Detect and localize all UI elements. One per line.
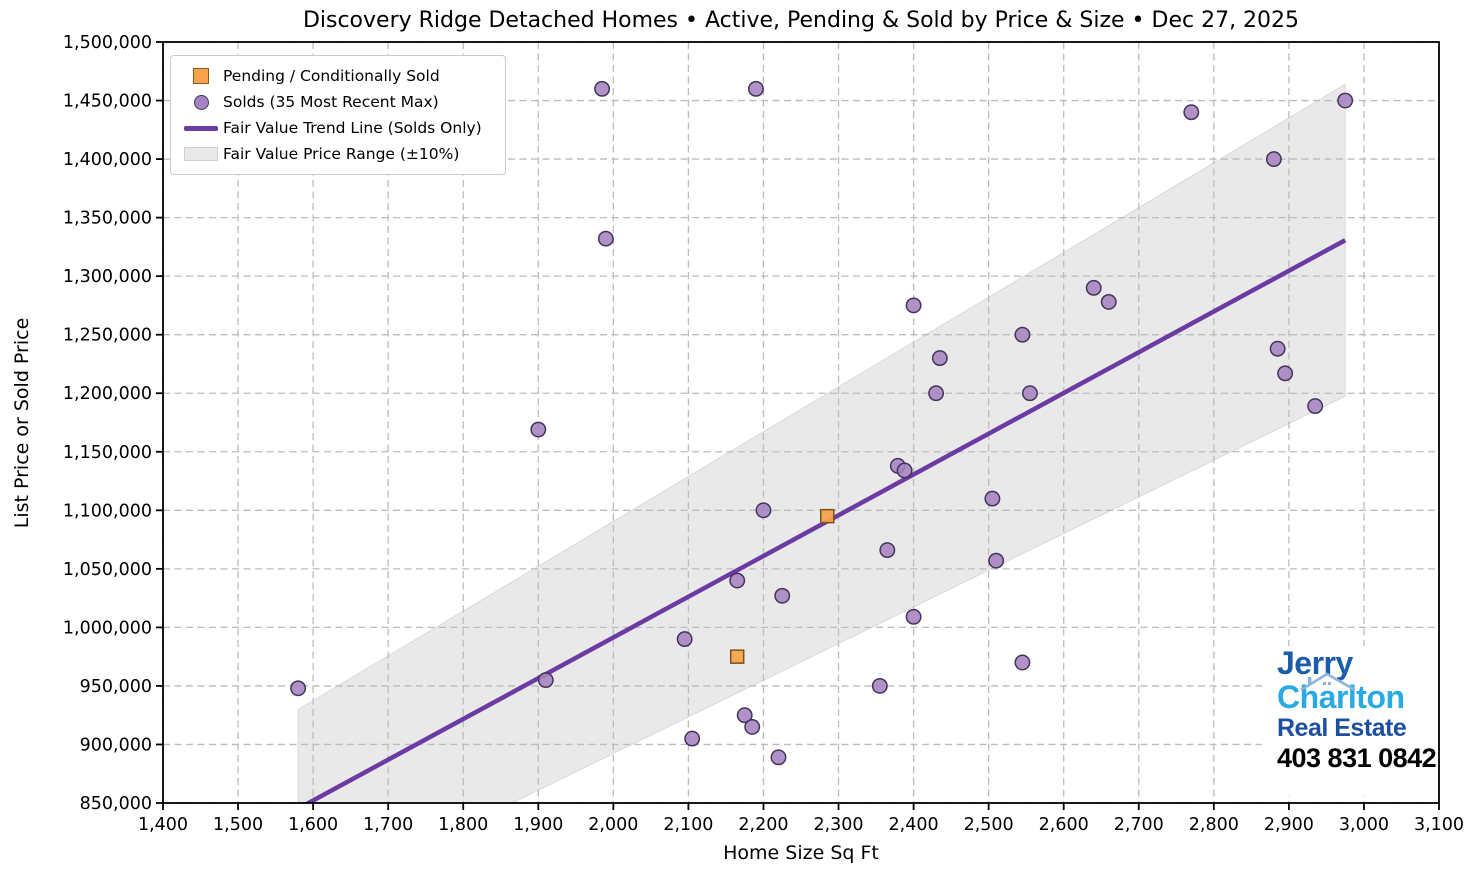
trend-swatch-icon [184, 125, 218, 131]
sold-point [530, 421, 547, 438]
sold-point [676, 631, 693, 648]
x-axis-label: Home Size Sq Ft [723, 842, 879, 864]
sold-point [594, 80, 611, 97]
sold-point [1014, 654, 1031, 671]
sold-point [1277, 365, 1294, 382]
legend-label-trend: Fair Value Trend Line (Solds Only) [223, 119, 482, 137]
brand-logo: Jerry Charlton Real Estate 403 831 0842 [1262, 646, 1438, 796]
sold-point [1337, 92, 1354, 109]
y-tick-label: 1,400,000 [63, 150, 152, 170]
sold-point [684, 730, 701, 747]
y-tick-label: 850,000 [80, 794, 152, 814]
sold-point [1183, 104, 1200, 121]
sold-point [1085, 279, 1102, 296]
x-tick-label: 2,000 [588, 815, 638, 835]
sold-point [905, 297, 922, 314]
sold-point [931, 350, 948, 367]
chart-title: Discovery Ridge Detached Homes • Active,… [302, 8, 1300, 33]
sold-point [290, 680, 307, 697]
x-tick-label: 2,600 [1039, 815, 1089, 835]
sold-point [1014, 326, 1031, 343]
sold-point [537, 672, 554, 689]
plot-border [162, 41, 1440, 804]
y-tick-label: 1,450,000 [63, 92, 152, 112]
x-tick-label: 2,300 [813, 815, 863, 835]
sold-point [774, 587, 791, 604]
x-tick-label: 1,600 [288, 815, 338, 835]
legend-item-trend: Fair Value Trend Line (Solds Only) [179, 115, 495, 141]
sold-point [896, 462, 913, 479]
pending-point [820, 508, 835, 524]
x-tick-label: 3,100 [1414, 815, 1464, 835]
sold-point [988, 552, 1005, 569]
sold-point [1265, 151, 1282, 168]
sold-point [748, 80, 764, 97]
y-tick-label: 1,500,000 [63, 33, 152, 53]
sold-point [744, 718, 761, 735]
band-swatch-icon [184, 147, 218, 161]
y-tick-label: 1,100,000 [63, 501, 152, 521]
legend-label-solds: Solds (35 Most Recent Max) [223, 93, 439, 111]
sold-point [1100, 293, 1117, 310]
y-tick-label: 1,250,000 [63, 326, 152, 346]
sold-point [729, 572, 746, 589]
x-tick-label: 2,900 [1264, 815, 1314, 835]
pending-point [729, 649, 745, 664]
sold-point [905, 608, 922, 625]
legend-item-pending: Pending / Conditionally Sold [179, 63, 495, 89]
trend-line [303, 238, 1347, 803]
x-tick-label: 1,700 [363, 815, 413, 835]
y-tick-label: 1,150,000 [63, 443, 152, 463]
x-tick-label: 3,000 [1339, 815, 1389, 835]
x-tick-label: 2,500 [964, 815, 1014, 835]
x-tick-label: 2,100 [663, 815, 713, 835]
logo-phone: 403 831 0842 [1277, 743, 1437, 773]
legend-item-solds: Solds (35 Most Recent Max) [179, 89, 495, 115]
legend-item-band: Fair Value Price Range (±10%) [179, 141, 495, 167]
legend-label-pending: Pending / Conditionally Sold [223, 67, 440, 85]
solds-swatch-icon [193, 94, 209, 110]
y-tick-label: 1,350,000 [63, 209, 152, 229]
sold-point [928, 385, 945, 402]
sold-point [1307, 398, 1324, 415]
y-tick-label: 1,000,000 [63, 618, 152, 638]
sold-point [871, 677, 888, 694]
logo-name-last: Charlton [1277, 672, 1438, 714]
y-tick-label: 950,000 [80, 677, 152, 697]
y-tick-label: 900,000 [80, 735, 152, 755]
sold-point [770, 749, 787, 766]
x-tick-label: 2,700 [1114, 815, 1164, 835]
y-tick-label: 1,050,000 [63, 560, 152, 580]
sold-point [1269, 340, 1286, 357]
x-tick-label: 2,200 [738, 815, 788, 835]
y-axis-label: List Price or Sold Price [11, 317, 33, 529]
logo-tagline: Real Estate [1277, 714, 1407, 742]
x-tick-label: 2,400 [889, 815, 939, 835]
sold-point [879, 542, 896, 559]
sold-point [736, 707, 753, 724]
x-tick-label: 1,500 [213, 815, 263, 835]
y-tick-label: 1,300,000 [63, 267, 152, 287]
sold-point [755, 502, 772, 519]
house-roof-icon [1300, 672, 1356, 692]
fair-value-band [297, 83, 1346, 803]
x-tick-label: 2,800 [1189, 815, 1239, 835]
x-tick-label: 1,400 [138, 815, 188, 835]
x-tick-label: 1,900 [513, 815, 563, 835]
legend-label-band: Fair Value Price Range (±10%) [223, 145, 460, 163]
legend: Pending / Conditionally Sold Solds (35 M… [170, 55, 506, 175]
sold-point [984, 490, 1001, 507]
pending-swatch-icon [193, 68, 209, 84]
y-tick-label: 1,200,000 [63, 384, 152, 404]
sold-point [1021, 385, 1038, 402]
sold-point [597, 230, 614, 247]
logo-name-first: Jerry [1277, 645, 1353, 681]
x-tick-label: 1,800 [438, 815, 488, 835]
